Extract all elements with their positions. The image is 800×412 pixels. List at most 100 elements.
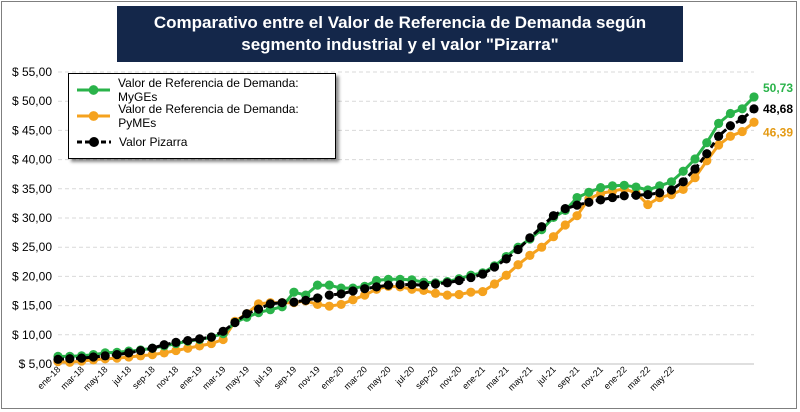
end-value-label: 48,68 (763, 102, 793, 116)
data-point-2 (489, 262, 500, 272)
x-tick-label: may-20 (364, 364, 392, 392)
data-point-1 (513, 260, 523, 270)
data-point-0 (289, 287, 299, 297)
x-tick-label: nov-18 (154, 364, 181, 391)
y-tick-label: $ 5,00 (19, 357, 53, 371)
data-point-2 (360, 284, 370, 294)
legend-swatch-mygesvrd (77, 85, 111, 95)
data-point-2 (584, 197, 594, 207)
data-point-0 (596, 183, 606, 193)
legend-item-pymesvrd: Valor de Referencia de Demanda: PyMEs (77, 102, 335, 130)
data-point-1 (360, 290, 370, 300)
legend-label-pizarra: Valor Pizarra (119, 135, 188, 149)
data-point-1 (537, 242, 547, 252)
data-point-2 (702, 149, 712, 159)
data-point-1 (678, 184, 688, 194)
data-point-1 (501, 270, 511, 280)
data-point-0 (690, 154, 700, 164)
legend-label-pymesvrd: Valor de Referencia de Demanda: PyMEs (118, 102, 299, 130)
data-point-1 (489, 279, 500, 289)
x-tick-label: may-18 (81, 364, 109, 392)
data-point-2 (466, 272, 476, 283)
data-point-0 (714, 118, 724, 128)
data-point-2 (560, 204, 570, 214)
y-tick-label: $ 40,00 (12, 153, 52, 167)
data-point-1 (194, 341, 205, 351)
x-tick-label: sep-21 (555, 364, 582, 391)
data-point-1 (348, 295, 358, 305)
data-point-2 (725, 121, 736, 131)
legend-swatch-pymesvrd (77, 111, 111, 121)
data-point-1 (183, 343, 193, 353)
x-tick-label: may-21 (506, 364, 534, 392)
data-point-2 (714, 131, 724, 141)
data-point-1 (749, 117, 759, 127)
data-point-1 (336, 299, 346, 310)
data-point-2 (277, 298, 287, 308)
data-point-2 (383, 280, 393, 290)
data-point-2 (407, 279, 417, 290)
data-point-2 (100, 351, 110, 361)
data-point-2 (336, 289, 346, 299)
x-tick-label: may-19 (223, 364, 251, 392)
y-tick-label: $ 20,00 (12, 269, 52, 283)
data-point-2 (159, 340, 169, 350)
y-tick-label: $ 15,00 (12, 299, 52, 313)
data-point-0 (584, 187, 594, 197)
x-tick-label: nov-21 (579, 364, 606, 391)
data-point-2 (112, 350, 122, 360)
data-point-2 (147, 343, 157, 353)
data-point-0 (371, 275, 382, 286)
data-point-2 (76, 353, 87, 363)
data-point-0 (737, 104, 747, 114)
data-point-0 (749, 92, 759, 102)
data-point-1 (206, 338, 216, 349)
data-point-0 (678, 166, 688, 176)
x-tick-label: sep-20 (413, 364, 440, 391)
data-point-2 (537, 222, 547, 232)
data-point-1 (159, 348, 169, 358)
data-point-2 (454, 275, 464, 286)
x-tick-label: ene-21 (460, 364, 487, 391)
data-point-2 (478, 269, 488, 279)
data-point-0 (666, 177, 677, 187)
data-point-0 (312, 280, 323, 290)
data-point-2 (749, 104, 759, 114)
data-point-2 (218, 326, 228, 336)
data-point-2 (395, 279, 405, 290)
data-point-2 (65, 354, 75, 364)
data-point-2 (301, 295, 311, 305)
data-point-2 (690, 164, 700, 174)
y-tick-label: $ 45,00 (12, 123, 52, 137)
data-point-1 (454, 289, 464, 300)
data-point-2 (230, 317, 240, 328)
x-tick-label: ene-22 (602, 364, 629, 391)
chart-legend: Valor de Referencia de Demanda: MyGEs Va… (68, 73, 336, 159)
data-point-2 (631, 190, 641, 200)
y-tick-label: $ 25,00 (12, 240, 52, 254)
data-point-2 (324, 290, 334, 300)
data-point-2 (265, 299, 275, 309)
x-tick-label: sep-19 (272, 364, 299, 391)
end-value-label: 50,73 (763, 81, 793, 95)
data-point-2 (419, 280, 429, 290)
data-point-0 (572, 192, 582, 203)
data-point-1 (442, 290, 452, 300)
x-tick-label: sep-18 (130, 364, 157, 391)
data-point-2 (655, 188, 665, 198)
data-point-2 (348, 286, 358, 296)
y-tick-label: $ 35,00 (12, 182, 52, 196)
data-point-2 (513, 244, 523, 255)
legend-swatch-pizarra (77, 137, 111, 147)
data-point-1 (560, 220, 570, 230)
data-point-2 (501, 254, 511, 264)
data-point-1 (548, 232, 559, 242)
data-point-2 (312, 293, 323, 303)
data-point-2 (737, 114, 747, 124)
y-tick-label: $ 30,00 (12, 211, 52, 225)
data-point-1 (690, 173, 700, 183)
data-point-1 (525, 250, 535, 260)
y-tick-label: $ 50,00 (12, 94, 52, 108)
